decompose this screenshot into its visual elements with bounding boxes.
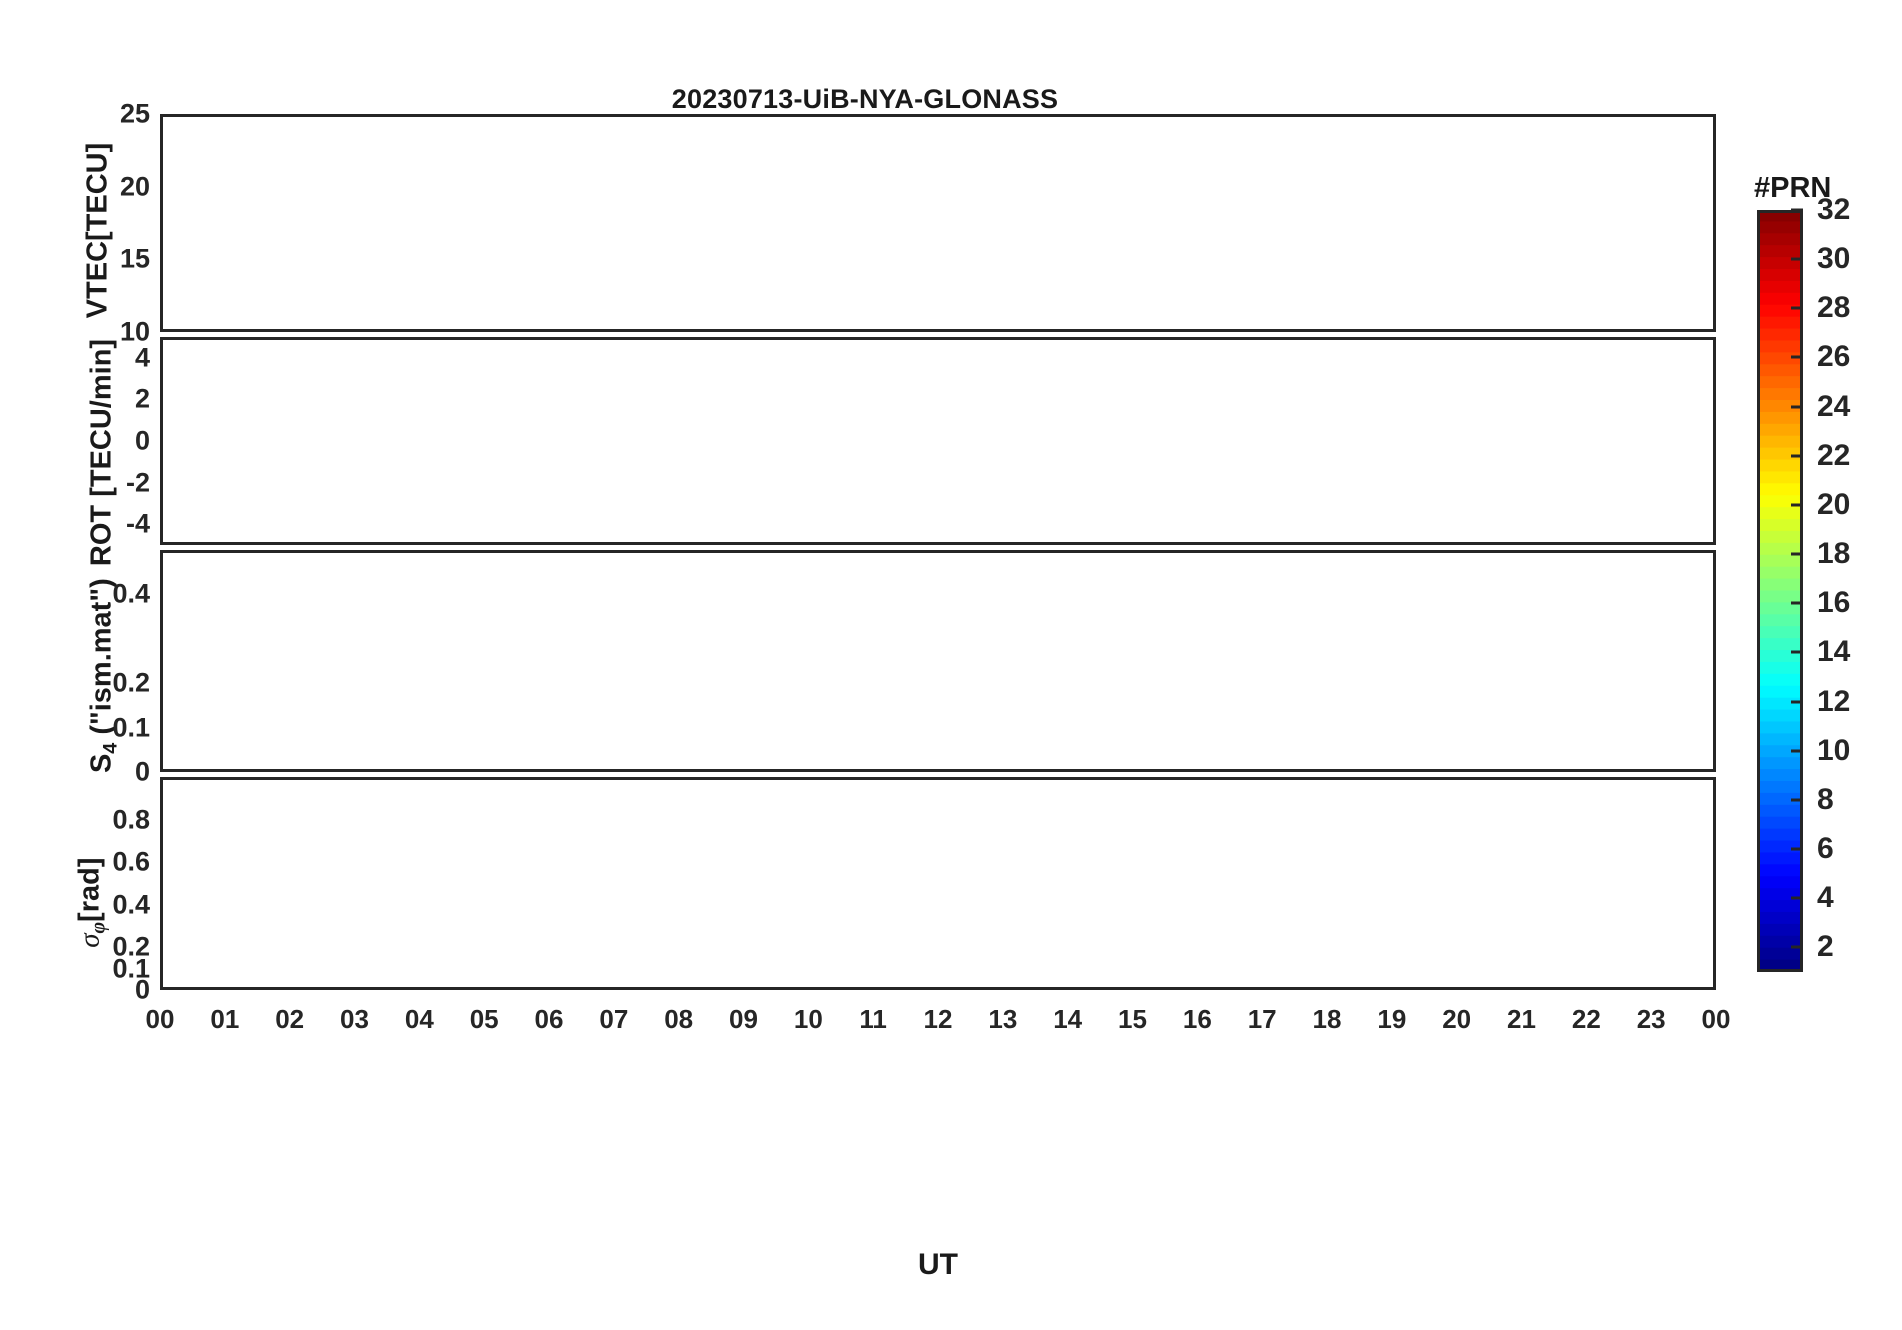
colorbar-title: #PRN — [1754, 172, 1832, 204]
panel-s4 — [160, 550, 1716, 772]
colorbar-tick-label: 26 — [1817, 340, 1851, 374]
x-tick-label: 01 — [210, 1004, 240, 1034]
rot-ytick-label: 4 — [134, 342, 150, 373]
colorbar-tick-label: 8 — [1817, 782, 1834, 816]
colorbar-tick-label: 2 — [1817, 930, 1834, 964]
x-tick-label: 19 — [1377, 1004, 1407, 1034]
colorbar-tick-mark — [1791, 749, 1803, 753]
colorbar-tick-mark — [1791, 650, 1803, 654]
vtec-ytick-label: 20 — [119, 171, 150, 202]
colorbar-tick-mark — [1791, 798, 1803, 802]
colorbar-tick-label: 12 — [1817, 684, 1851, 718]
sigma-phi-ytick-label: 0 — [134, 974, 150, 1005]
colorbar-tick-mark — [1791, 847, 1803, 851]
colorbar-tick-mark — [1791, 896, 1803, 900]
x-tick-label: 03 — [340, 1004, 369, 1034]
figure-title: 20230713-UiB-NYA-GLONASS — [671, 84, 1059, 114]
x-axis-label: UT — [918, 1248, 958, 1281]
colorbar-tick-label: 24 — [1817, 389, 1851, 423]
vtec-ytick-label: 15 — [119, 243, 150, 274]
s4-axes-frame — [160, 550, 1716, 772]
x-tick-label: 21 — [1507, 1004, 1536, 1034]
colorbar-tick-mark — [1791, 552, 1803, 556]
colorbar-tick-mark — [1791, 454, 1803, 458]
colorbar-tick-label: 6 — [1817, 832, 1834, 866]
x-tick-label: 15 — [1118, 1004, 1147, 1034]
panel-sigma-phi — [160, 777, 1716, 990]
colorbar-tick-mark — [1791, 306, 1803, 310]
colorbar-tick-mark — [1791, 257, 1803, 261]
rot-ytick-label: 2 — [134, 383, 150, 414]
x-tick-label: 06 — [534, 1004, 564, 1034]
s4-ytick-label: 0.4 — [112, 578, 150, 609]
colorbar-tick-mark — [1791, 601, 1803, 605]
x-tick-label: 00 — [1701, 1004, 1731, 1034]
colorbar-tick-label: 30 — [1817, 242, 1851, 276]
x-tick-label: 13 — [988, 1004, 1018, 1034]
x-tick-label: 12 — [923, 1004, 953, 1034]
rot-ytick-label: -4 — [125, 508, 150, 539]
sigma-phi-ytick-label: 0.1 — [112, 953, 150, 984]
colorbar-tick-label: 4 — [1817, 881, 1834, 915]
sigma-phi-ytick-label: 0.6 — [112, 846, 150, 877]
vtec-axes-frame — [160, 114, 1716, 332]
colorbar-tick-label: 32 — [1817, 193, 1851, 226]
panel-vtec — [160, 114, 1716, 332]
sigma-phi-ytick-label: 0.4 — [112, 889, 150, 920]
x-tick-label: 00 — [145, 1004, 175, 1034]
sigma-phi-ytick-label: 0.8 — [112, 804, 150, 835]
x-tick-label: 14 — [1053, 1004, 1083, 1034]
x-tick-label: 07 — [599, 1004, 629, 1034]
colorbar-tick-mark — [1791, 208, 1803, 212]
sigma-phi-axes-frame — [160, 777, 1716, 990]
x-tick-label: 09 — [729, 1004, 758, 1034]
x-tick-label: 04 — [404, 1004, 434, 1034]
vtec-ytick-label: 25 — [119, 98, 150, 129]
colorbar[interactable] — [1757, 210, 1803, 972]
colorbar-tick-mark — [1791, 945, 1803, 949]
colorbar-tick-label: 14 — [1817, 635, 1851, 669]
colorbar-tick-mark — [1791, 700, 1803, 704]
x-tick-label: 02 — [275, 1004, 305, 1034]
colorbar-tick-label: 10 — [1817, 733, 1851, 767]
x-tick-label: 05 — [469, 1004, 499, 1034]
vtec-ytick-label: 10 — [119, 316, 150, 347]
rot-ytick-label: -2 — [125, 467, 150, 498]
rot-axes-frame — [160, 337, 1716, 545]
x-tick-label: 17 — [1247, 1004, 1277, 1034]
s4-ytick-label: 0.2 — [112, 667, 150, 698]
sigma-phi-ytick-label: 0.2 — [112, 931, 150, 962]
x-tick-label: 11 — [859, 1004, 887, 1034]
colorbar-frame — [1757, 210, 1803, 972]
colorbar-tick-mark — [1791, 503, 1803, 507]
colorbar-tick-label: 20 — [1817, 487, 1851, 521]
x-tick-label: 20 — [1442, 1004, 1472, 1034]
colorbar-tick-mark — [1791, 405, 1803, 409]
colorbar-tick-label: 16 — [1817, 586, 1851, 620]
x-tick-label: 10 — [793, 1004, 823, 1034]
x-tick-label: 08 — [664, 1004, 694, 1034]
s4-ytick-label: 0.1 — [112, 712, 150, 743]
colorbar-tick-label: 22 — [1817, 438, 1851, 472]
colorbar-tick-label: 18 — [1817, 537, 1851, 571]
x-tick-label: 22 — [1571, 1004, 1601, 1034]
x-tick-label: 16 — [1182, 1004, 1212, 1034]
colorbar-tick-label: 28 — [1817, 291, 1851, 325]
x-tick-label: 18 — [1312, 1004, 1342, 1034]
colorbar-tick-mark — [1791, 355, 1803, 359]
s4-ytick-label: 0 — [134, 756, 150, 787]
panel-rot — [160, 337, 1716, 545]
rot-ytick-label: 0 — [134, 425, 150, 456]
x-tick-label: 23 — [1636, 1004, 1666, 1034]
